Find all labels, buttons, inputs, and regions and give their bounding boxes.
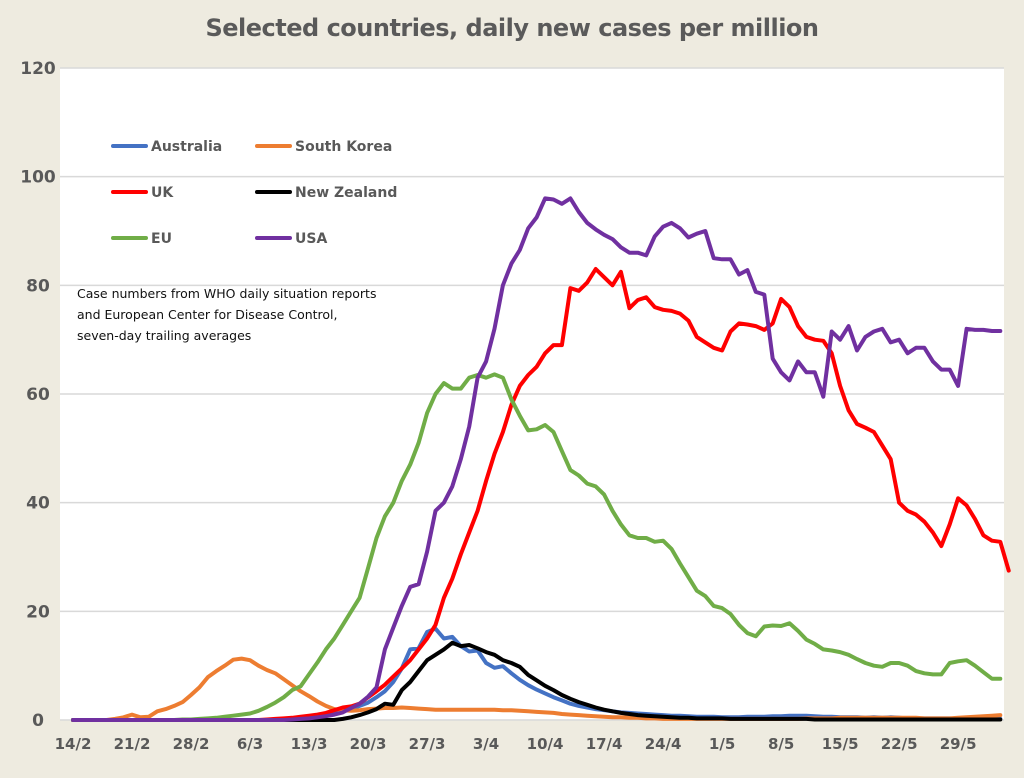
x-tick-label: 29/5	[940, 735, 977, 753]
legend-item-new-zealand: New Zealand	[255, 185, 397, 201]
x-axis: 14/2 21/2 28/2 6/3 13/3 20/3 27/3 3/4 10/4 17/4 24…	[55, 735, 977, 753]
annotation-line: seven-day trailing averages	[77, 328, 251, 343]
x-tick-label: 27/3	[409, 735, 446, 753]
x-tick-label: 24/4	[645, 735, 682, 753]
x-tick-label: 20/3	[350, 735, 387, 753]
x-tick-label: 22/5	[881, 735, 918, 753]
legend: Australia South Korea UK New Zealand EU USA	[111, 139, 397, 247]
y-tick-label: 120	[20, 59, 56, 79]
legend-item-usa: USA	[255, 231, 327, 247]
legend-label-australia: Australia	[151, 139, 222, 155]
x-tick-label: 21/2	[114, 735, 151, 753]
x-tick-label: 14/2	[55, 735, 92, 753]
legend-label-usa: USA	[295, 231, 327, 247]
y-tick-label: 80	[26, 276, 50, 296]
series-line-usa	[71, 196, 1003, 722]
legend-label-south-korea: South Korea	[295, 139, 392, 155]
series-line-eu	[71, 372, 1003, 722]
y-axis: 0 20 40 60 80 100 120	[20, 59, 56, 731]
x-tick-label: 15/5	[822, 735, 859, 753]
y-tick-label: 20	[26, 602, 50, 622]
y-tick-label: 60	[26, 385, 50, 405]
chart-title: Selected countries, daily new cases per …	[205, 14, 819, 42]
annotation-line: and European Center for Disease Control,	[77, 307, 338, 322]
y-tick-label: 40	[26, 494, 50, 514]
legend-item-south-korea: South Korea	[255, 139, 392, 155]
x-tick-label: 8/5	[768, 735, 794, 753]
x-tick-label: 6/3	[237, 735, 263, 753]
source-note: Case numbers from WHO daily situation re…	[77, 286, 376, 343]
x-tick-label: 13/3	[291, 735, 328, 753]
y-tick-label: 100	[20, 168, 56, 188]
annotation-line: Case numbers from WHO daily situation re…	[77, 286, 376, 301]
x-tick-label: 17/4	[586, 735, 623, 753]
legend-item-uk: UK	[111, 185, 174, 201]
y-tick-label: 0	[32, 711, 44, 731]
legend-item-eu: EU	[111, 231, 172, 247]
series-lines	[71, 196, 1011, 722]
legend-label-new-zealand: New Zealand	[295, 185, 397, 201]
legend-item-australia: Australia	[111, 139, 222, 155]
x-tick-label: 1/5	[709, 735, 735, 753]
legend-label-uk: UK	[151, 185, 174, 201]
x-tick-label: 3/4	[473, 735, 499, 753]
legend-label-eu: EU	[151, 231, 172, 247]
x-tick-label: 10/4	[527, 735, 564, 753]
x-tick-label: 28/2	[173, 735, 210, 753]
